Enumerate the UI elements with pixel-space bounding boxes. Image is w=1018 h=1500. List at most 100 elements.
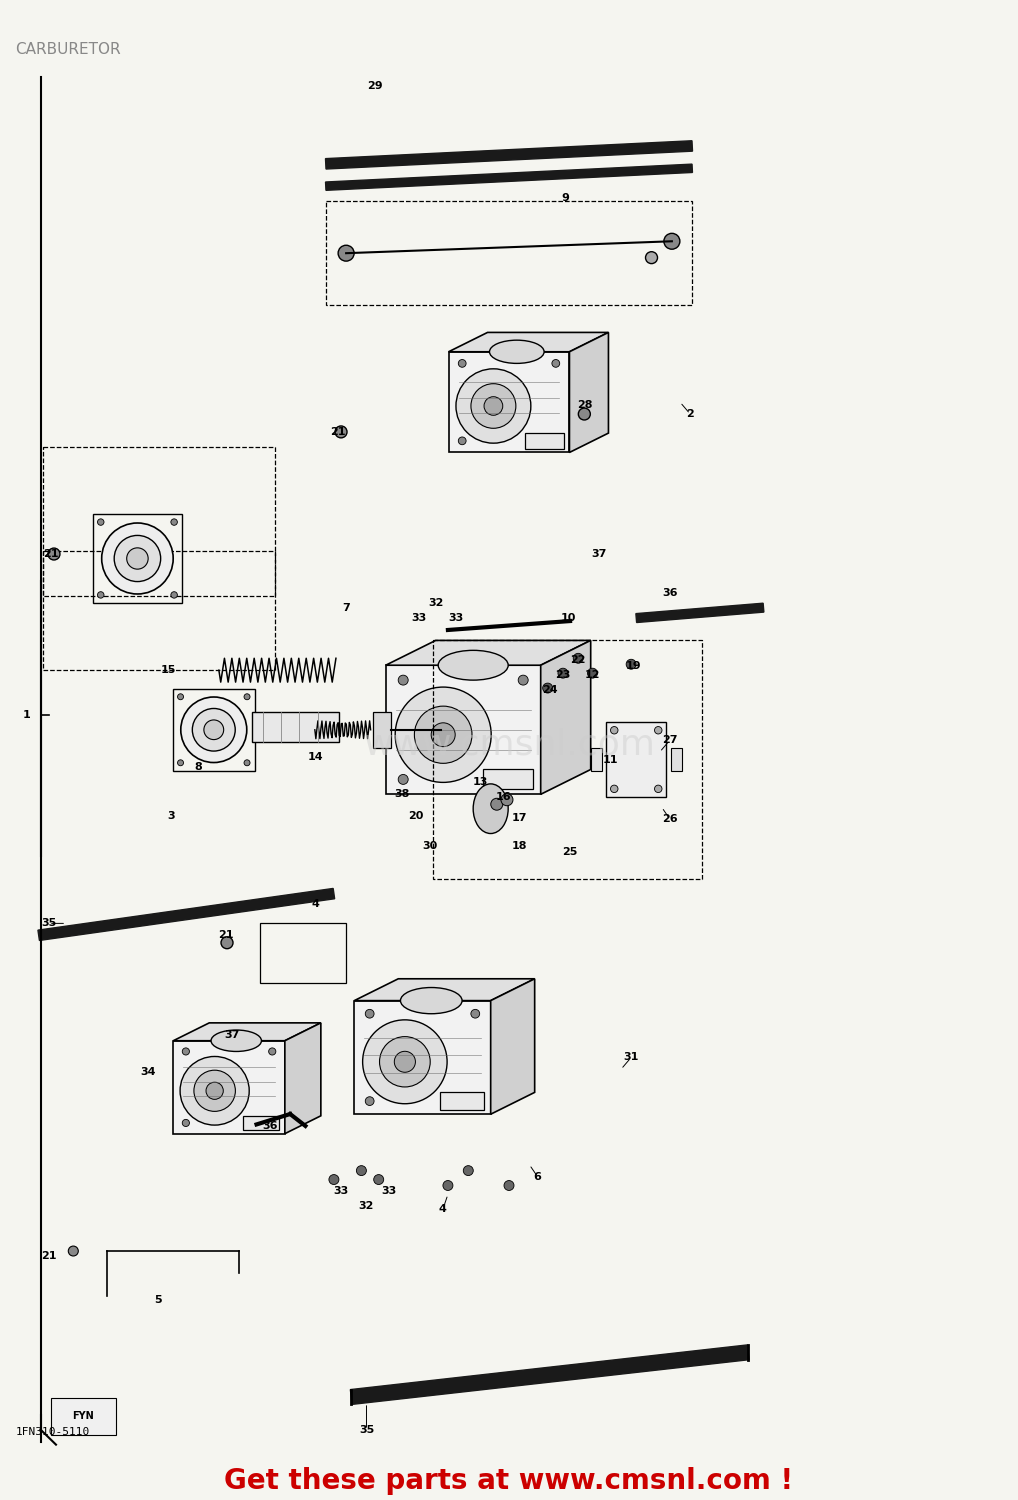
Circle shape: [664, 234, 680, 249]
Polygon shape: [541, 640, 590, 795]
Polygon shape: [354, 1000, 491, 1114]
Circle shape: [432, 723, 455, 747]
Circle shape: [177, 760, 183, 766]
Circle shape: [171, 591, 177, 598]
Polygon shape: [386, 640, 590, 664]
Text: 33: 33: [412, 614, 427, 622]
Circle shape: [518, 774, 528, 784]
Circle shape: [362, 1020, 447, 1104]
Circle shape: [193, 1070, 235, 1112]
Text: 6: 6: [533, 1172, 542, 1182]
Bar: [374, 712, 391, 747]
Polygon shape: [38, 888, 335, 940]
Circle shape: [484, 396, 503, 416]
Bar: [440, 1092, 485, 1110]
Text: 36: 36: [262, 1120, 278, 1131]
Circle shape: [558, 668, 568, 678]
Circle shape: [443, 1180, 453, 1191]
Polygon shape: [326, 141, 692, 170]
Circle shape: [68, 1246, 78, 1256]
Text: 36: 36: [662, 588, 678, 598]
Circle shape: [611, 784, 618, 792]
Circle shape: [626, 660, 636, 669]
Circle shape: [114, 536, 161, 582]
Text: 23: 23: [555, 669, 571, 680]
Circle shape: [329, 1174, 339, 1185]
Polygon shape: [449, 352, 569, 453]
Ellipse shape: [490, 340, 544, 363]
Bar: [172, 688, 256, 771]
Circle shape: [398, 675, 408, 686]
Circle shape: [552, 360, 560, 368]
Circle shape: [395, 687, 492, 783]
Text: 16: 16: [496, 792, 512, 802]
Circle shape: [269, 1119, 276, 1126]
Bar: [524, 433, 564, 448]
Polygon shape: [449, 333, 609, 352]
Circle shape: [177, 694, 183, 699]
Text: www.cmsnl.com: www.cmsnl.com: [363, 728, 655, 762]
Text: 30: 30: [422, 842, 437, 850]
Circle shape: [543, 682, 553, 693]
FancyBboxPatch shape: [51, 1398, 116, 1434]
Circle shape: [338, 244, 354, 261]
Circle shape: [655, 726, 662, 734]
Circle shape: [552, 436, 560, 444]
Text: 27: 27: [662, 735, 678, 746]
Text: 33: 33: [382, 1186, 396, 1197]
Circle shape: [394, 1052, 415, 1072]
Text: 35: 35: [359, 1425, 374, 1436]
Circle shape: [458, 436, 466, 444]
Text: 29: 29: [366, 81, 383, 92]
Polygon shape: [569, 333, 609, 453]
Text: 14: 14: [307, 752, 324, 762]
Circle shape: [182, 1119, 189, 1126]
Bar: [484, 770, 533, 789]
Text: 13: 13: [472, 777, 489, 788]
Ellipse shape: [473, 784, 508, 834]
Text: 17: 17: [511, 813, 527, 822]
Text: CARBURETOR: CARBURETOR: [15, 42, 121, 57]
Text: 1: 1: [22, 710, 31, 720]
Circle shape: [501, 794, 513, 806]
Text: 4: 4: [439, 1204, 447, 1215]
Ellipse shape: [400, 987, 462, 1014]
Text: 33: 33: [449, 614, 463, 622]
Text: 33: 33: [334, 1186, 348, 1197]
Text: 2: 2: [686, 410, 694, 419]
Polygon shape: [354, 980, 534, 1000]
Circle shape: [578, 408, 590, 420]
Circle shape: [458, 360, 466, 368]
Polygon shape: [173, 1023, 321, 1041]
Text: 3: 3: [167, 812, 175, 820]
Bar: [607, 723, 666, 797]
Circle shape: [456, 369, 530, 442]
Bar: [591, 748, 603, 771]
Circle shape: [518, 675, 528, 686]
Circle shape: [365, 1010, 374, 1019]
Circle shape: [182, 1048, 189, 1054]
Polygon shape: [636, 603, 764, 622]
Text: 32: 32: [358, 1202, 375, 1212]
Ellipse shape: [211, 1030, 262, 1051]
Text: 28: 28: [577, 400, 593, 410]
Polygon shape: [386, 664, 541, 795]
Circle shape: [180, 1056, 249, 1125]
Bar: [252, 712, 339, 741]
Circle shape: [244, 760, 250, 766]
Circle shape: [471, 1010, 479, 1019]
Circle shape: [504, 1180, 514, 1191]
Circle shape: [414, 706, 472, 764]
Text: 18: 18: [511, 842, 527, 850]
Circle shape: [335, 426, 347, 438]
Text: 21: 21: [41, 1251, 57, 1260]
Text: 15: 15: [160, 664, 176, 675]
Text: 22: 22: [570, 656, 586, 664]
Circle shape: [611, 726, 618, 734]
Text: 38: 38: [394, 789, 410, 800]
Text: 12: 12: [584, 669, 601, 680]
Circle shape: [573, 654, 583, 663]
Text: 8: 8: [194, 762, 203, 772]
Text: 32: 32: [428, 598, 444, 608]
Polygon shape: [173, 1041, 285, 1134]
